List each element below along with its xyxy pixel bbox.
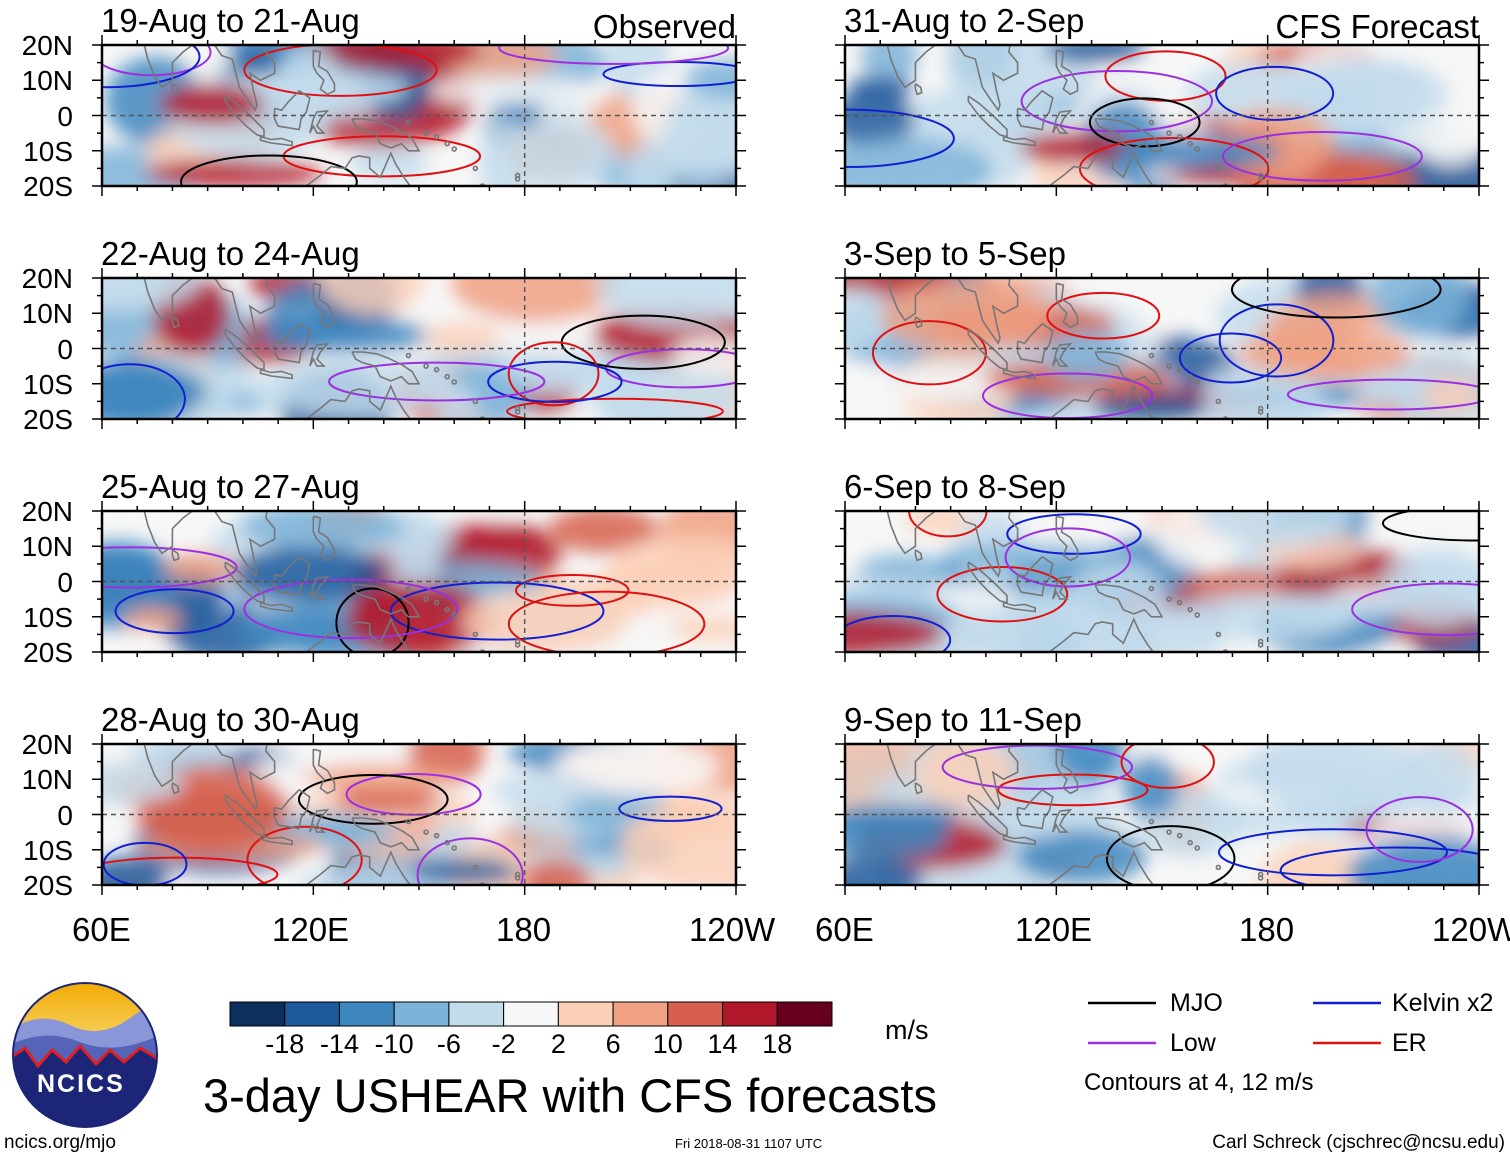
lat-label: 20S <box>23 870 73 901</box>
footer-timestamp: Fri 2018-08-31 1107 UTC <box>675 1136 823 1151</box>
colorbar-swatch <box>722 1001 778 1027</box>
colorbar <box>229 1001 833 1027</box>
panel-title: 3-Sep to 5-Sep <box>844 235 1066 272</box>
colorbar-tick-label: 18 <box>762 1029 793 1059</box>
lat-label: 10N <box>21 298 73 330</box>
panel-title: 19-Aug to 21-Aug <box>101 2 360 39</box>
colorbar-tick-label: -10 <box>374 1029 414 1059</box>
map-panel <box>835 501 1489 662</box>
panel-title: 9-Sep to 11-Sep <box>844 701 1082 738</box>
map-panel <box>92 501 746 662</box>
footer-url: ncics.org/mjo <box>4 1132 116 1153</box>
coastline <box>885 511 958 555</box>
map-panel <box>835 35 1489 196</box>
coastline <box>142 45 215 89</box>
lat-label: 0 <box>57 799 73 831</box>
colorbar-swatch <box>612 1001 669 1027</box>
cfs-forecast-label: CFS Forecast <box>1275 8 1479 45</box>
colorbar-swatch <box>667 1001 724 1027</box>
colorbar-unit: m/s <box>885 1015 929 1045</box>
lat-label: 10S <box>23 834 73 866</box>
legend-label-low: Low <box>1170 1029 1216 1057</box>
coastline <box>142 511 215 555</box>
legend-label-mjo: MJO <box>1170 989 1223 1017</box>
coastline <box>142 278 215 322</box>
lon-label: 60E <box>815 911 874 948</box>
coastline <box>885 744 958 788</box>
lat-label: 10N <box>21 764 73 796</box>
colorbar-swatch <box>393 1001 450 1027</box>
map-panel <box>92 35 746 196</box>
lon-label: 180 <box>1239 911 1295 948</box>
lat-label: 20S <box>23 404 73 435</box>
colorbar-swatch <box>776 1001 833 1027</box>
map-panel <box>835 268 1489 429</box>
colorbar-tick-label: 14 <box>707 1029 738 1059</box>
colorbar-tick-label: 2 <box>550 1029 566 1059</box>
panel-title: 28-Aug to 30-Aug <box>101 701 360 738</box>
coastline <box>885 45 958 89</box>
colorbar-swatch <box>503 1001 559 1027</box>
lat-label: 20N <box>21 729 73 760</box>
lon-label: 120W <box>689 911 776 948</box>
map-panel <box>92 734 746 895</box>
figure-title: 3-day USHEAR with CFS forecasts <box>203 1069 937 1122</box>
lon-label: 120E <box>272 911 350 948</box>
lat-label: 20N <box>21 263 73 294</box>
lat-label: 10S <box>23 135 73 167</box>
colorbar-swatch <box>229 1001 286 1027</box>
map-panel <box>835 734 1489 895</box>
logo-text: NCICS <box>37 1070 125 1098</box>
lat-label: 0 <box>57 100 73 132</box>
colorbar-tick-label: -14 <box>319 1029 359 1059</box>
legend <box>1088 1001 1381 1045</box>
colorbar-swatch <box>557 1001 614 1027</box>
lat-label: 20S <box>23 171 73 202</box>
lat-label: 0 <box>57 333 73 365</box>
colorbar-tick-label: 6 <box>605 1029 621 1059</box>
lat-label: 20S <box>23 637 73 668</box>
footer-credit: Carl Schreck (cjschrec@ncsu.edu) <box>1212 1132 1505 1153</box>
lon-label: 120W <box>1432 911 1510 948</box>
panel-title: 31-Aug to 2-Sep <box>844 2 1085 39</box>
lat-label: 10N <box>21 531 73 563</box>
lat-label: 20N <box>21 30 73 61</box>
panel-title: 6-Sep to 8-Sep <box>844 468 1066 505</box>
ncics-logo <box>12 982 158 1128</box>
colorbar-tick-label: -2 <box>491 1029 516 1059</box>
lat-label: 10S <box>23 368 73 400</box>
legend-label-kelvin: Kelvin x2 <box>1392 989 1494 1017</box>
map-panel <box>92 268 746 429</box>
lat-label: 0 <box>57 566 73 598</box>
colorbar-tick-label: -6 <box>436 1029 461 1059</box>
observed-label: Observed <box>592 8 736 45</box>
panel-title: 22-Aug to 24-Aug <box>101 235 360 272</box>
colorbar-swatch <box>448 1001 505 1027</box>
lat-label: 10S <box>23 601 73 633</box>
legend-label-er: ER <box>1392 1029 1427 1057</box>
colorbar-tick-label: 10 <box>652 1029 683 1059</box>
panel-title: 25-Aug to 27-Aug <box>101 468 360 505</box>
coastline <box>142 744 215 788</box>
colorbar-swatch <box>338 1001 395 1027</box>
lon-label: 180 <box>496 911 552 948</box>
lon-label: 120E <box>1015 911 1093 948</box>
lat-label: 20N <box>21 496 73 527</box>
colorbar-swatch <box>284 1001 340 1027</box>
lat-label: 10N <box>21 65 73 97</box>
contour-note: Contours at 4, 12 m/s <box>1084 1069 1314 1096</box>
lon-label: 60E <box>72 911 131 948</box>
colorbar-tick-label: -18 <box>265 1029 305 1059</box>
coastline <box>885 278 958 322</box>
